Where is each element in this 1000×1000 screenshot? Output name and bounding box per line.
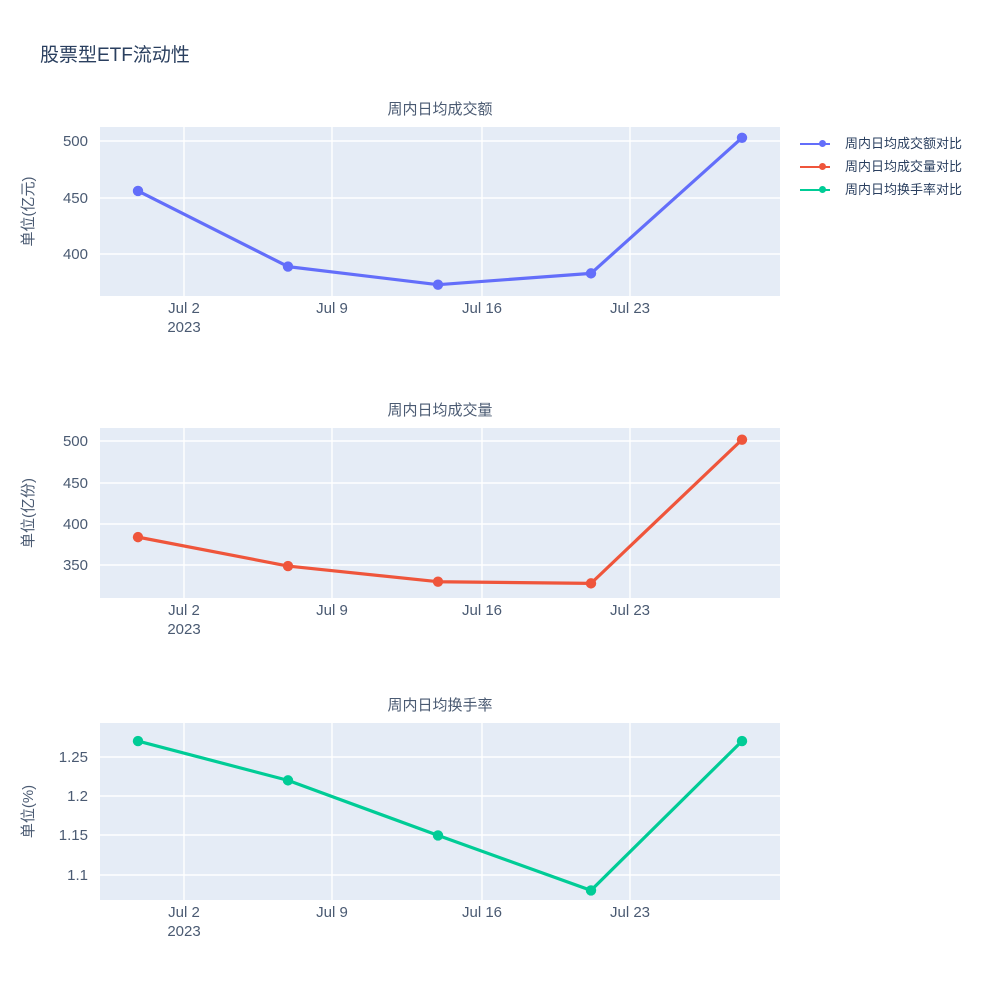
svg-text:Jul 2: Jul 2: [168, 904, 200, 921]
svg-text:周内日均换手率: 周内日均换手率: [387, 697, 492, 714]
svg-text:450: 450: [63, 475, 88, 492]
svg-text:Jul 23: Jul 23: [610, 300, 650, 317]
svg-text:500: 500: [63, 133, 88, 150]
svg-text:1.1: 1.1: [67, 867, 88, 884]
svg-text:450: 450: [63, 190, 88, 207]
svg-text:Jul 16: Jul 16: [462, 904, 502, 921]
svg-text:单位(亿份): 单位(亿份): [20, 478, 37, 548]
svg-text:Jul 9: Jul 9: [316, 904, 348, 921]
svg-text:单位(亿元): 单位(亿元): [20, 177, 37, 247]
svg-text:Jul 23: Jul 23: [610, 904, 650, 921]
svg-text:Jul 16: Jul 16: [462, 300, 502, 317]
svg-text:Jul 9: Jul 9: [316, 300, 348, 317]
svg-text:2023: 2023: [167, 923, 200, 940]
svg-text:1.2: 1.2: [67, 788, 88, 805]
svg-text:单位(%): 单位(%): [20, 785, 37, 838]
svg-text:1.25: 1.25: [59, 749, 88, 766]
svg-text:2023: 2023: [167, 319, 200, 336]
svg-text:2023: 2023: [167, 621, 200, 638]
svg-text:周内日均成交量: 周内日均成交量: [387, 401, 492, 419]
svg-text:1.15: 1.15: [59, 827, 88, 844]
svg-text:Jul 16: Jul 16: [462, 602, 502, 619]
svg-text:400: 400: [63, 246, 88, 263]
svg-text:Jul 9: Jul 9: [316, 602, 348, 619]
svg-text:350: 350: [63, 557, 88, 574]
svg-text:Jul 2: Jul 2: [168, 300, 200, 317]
svg-text:Jul 2: Jul 2: [168, 602, 200, 619]
svg-text:周内日均成交额: 周内日均成交额: [387, 100, 492, 118]
svg-text:500: 500: [63, 433, 88, 450]
svg-text:400: 400: [63, 516, 88, 533]
svg-text:Jul 23: Jul 23: [610, 602, 650, 619]
